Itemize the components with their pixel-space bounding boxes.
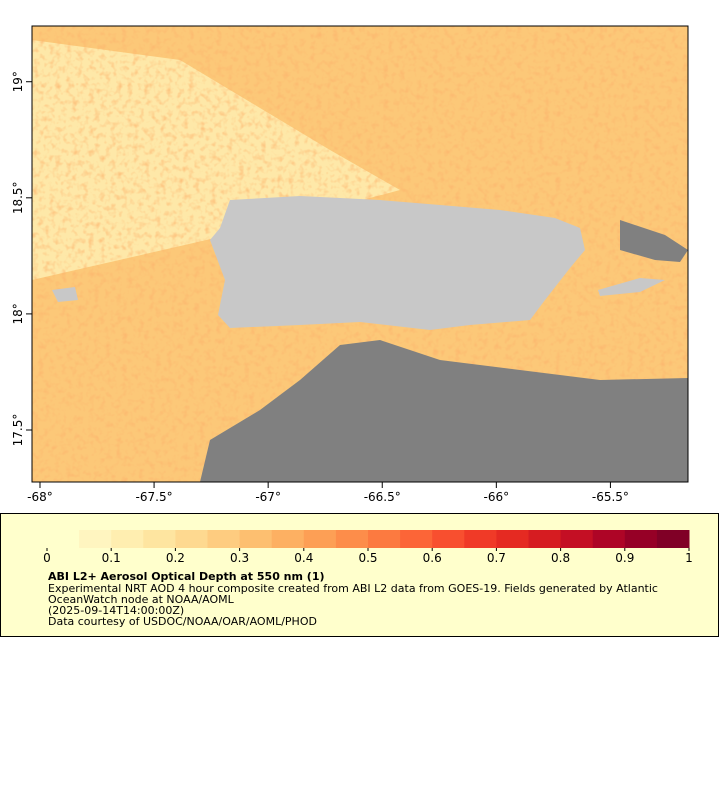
colorbar: 0 0.1 0.2 0.3 0.4 0.5 0.6 0.7 0.8 0.9 1	[43, 530, 693, 565]
y-tick-label: 19°	[11, 71, 25, 92]
colorbar-tick-label: 0.9	[615, 551, 634, 565]
x-tick-label: -68°	[27, 490, 53, 504]
colorbar-swatch	[239, 530, 273, 548]
caption-line: Data courtesy of USDOC/NOAA/OAR/AOML/PHO…	[48, 615, 317, 628]
colorbar-swatch	[207, 530, 241, 548]
caption: Experimental NRT AOD 4 hour composite cr…	[48, 582, 658, 628]
colorbar-swatch	[335, 530, 369, 548]
colorbar-swatch	[143, 530, 176, 548]
colorbar-swatch	[111, 530, 144, 548]
colorbar-swatch	[175, 530, 208, 548]
colorbar-tick-label: 0.1	[102, 551, 121, 565]
colorbar-tick-label: 1	[685, 551, 693, 565]
colorbar-swatch	[271, 530, 305, 548]
map-frame	[31, 25, 689, 483]
x-tick-label: -67.5°	[136, 490, 173, 504]
colorbar-tick-label: 0.2	[166, 551, 185, 565]
colorbar-tick-label: 0.7	[487, 551, 506, 565]
caption-title: ABI L2+ Aerosol Optical Depth at 550 nm …	[48, 570, 325, 583]
land-vieques	[598, 278, 665, 296]
no-data-cloud	[200, 340, 688, 482]
colorbar-tick-label: 0.8	[551, 551, 570, 565]
x-tick-label: -66.5°	[364, 490, 401, 504]
colorbar-swatch	[592, 530, 626, 548]
land-mona	[52, 287, 78, 302]
colorbar-swatch	[528, 530, 562, 548]
aod-field	[32, 26, 688, 482]
y-tick-label: 18°	[11, 303, 25, 324]
colorbar-swatch	[496, 530, 529, 548]
x-tick-label: -65.5°	[592, 490, 629, 504]
colorbar-tick-label: 0.3	[230, 551, 249, 565]
colorbar-swatch	[400, 530, 433, 548]
caption-line: (2025-09-14T14:00:00Z)	[48, 604, 184, 617]
colorbar-swatch	[368, 530, 401, 548]
axes: -68° -67.5° -67° -66.5° -66° -65.5° 17.5° 18° 18…	[11, 71, 629, 504]
colorbar-swatch	[432, 530, 465, 548]
colorbar-tick-label: 0.4	[294, 551, 313, 565]
colorbar-tick-label: 0.6	[423, 551, 442, 565]
y-tick-label: 17.5°	[11, 414, 25, 447]
colorbar-swatch	[464, 530, 497, 548]
caption-line: OceanWatch node at NOAA/AOML	[48, 593, 235, 606]
colorbar-swatch	[303, 530, 337, 548]
x-tick-label: -66°	[484, 490, 510, 504]
colorbar-swatch	[79, 530, 112, 548]
no-data-cloud	[620, 220, 688, 262]
colorbar-swatch	[47, 530, 80, 548]
colorbar-swatch	[656, 530, 690, 548]
caption-line: Experimental NRT AOD 4 hour composite cr…	[48, 582, 658, 595]
colorbar-tick-label: 0.5	[358, 551, 377, 565]
land-puerto-rico	[210, 196, 585, 330]
x-tick-label: -67°	[255, 490, 281, 504]
colorbar-swatch	[624, 530, 658, 548]
colorbar-swatch	[560, 530, 594, 548]
y-tick-label: 18.5°	[11, 181, 25, 214]
colorbar-tick-label: 0	[43, 551, 51, 565]
